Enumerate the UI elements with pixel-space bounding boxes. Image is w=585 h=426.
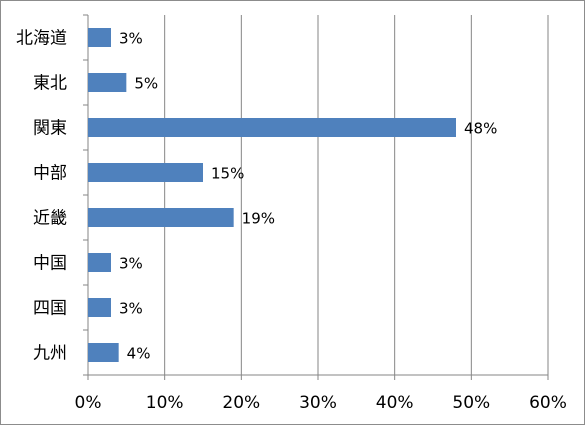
category-label: 中国 xyxy=(33,254,67,274)
gridlines xyxy=(164,15,549,375)
x-tick-label: 0% xyxy=(75,393,102,413)
axes xyxy=(83,14,549,380)
x-tick-label: 20% xyxy=(222,393,260,413)
data-label: 5% xyxy=(134,75,158,93)
data-label: 19% xyxy=(242,210,275,228)
x-tick-label: 60% xyxy=(529,393,567,413)
bar xyxy=(88,118,456,137)
category-label: 近畿 xyxy=(33,209,67,229)
x-tick-label: 30% xyxy=(299,393,337,413)
x-tick-label: 40% xyxy=(376,393,414,413)
data-label: 3% xyxy=(119,300,143,318)
data-label: 48% xyxy=(464,120,497,138)
data-label: 3% xyxy=(119,30,143,48)
category-label: 四国 xyxy=(33,299,67,319)
x-tick-label: 50% xyxy=(452,393,490,413)
bar xyxy=(88,73,127,92)
data-label: 4% xyxy=(127,345,151,363)
bar xyxy=(88,208,234,227)
labels: 0% 10% 20% 30% 40% 50% 60% 北海道 3% 東北 5% 関東 48% 中部 15% 近… xyxy=(16,29,567,414)
bar xyxy=(88,343,119,362)
x-tick-label: 10% xyxy=(146,393,184,413)
data-label: 15% xyxy=(211,165,244,183)
category-label: 九州 xyxy=(33,344,67,364)
bar xyxy=(88,163,203,182)
bar xyxy=(88,298,111,317)
data-label: 3% xyxy=(119,255,143,273)
bar xyxy=(88,253,111,272)
category-label: 関東 xyxy=(33,119,67,139)
category-label: 東北 xyxy=(33,74,67,94)
category-label: 北海道 xyxy=(16,29,67,49)
bar xyxy=(88,28,111,47)
category-label: 中部 xyxy=(33,164,67,184)
bars xyxy=(88,28,456,362)
